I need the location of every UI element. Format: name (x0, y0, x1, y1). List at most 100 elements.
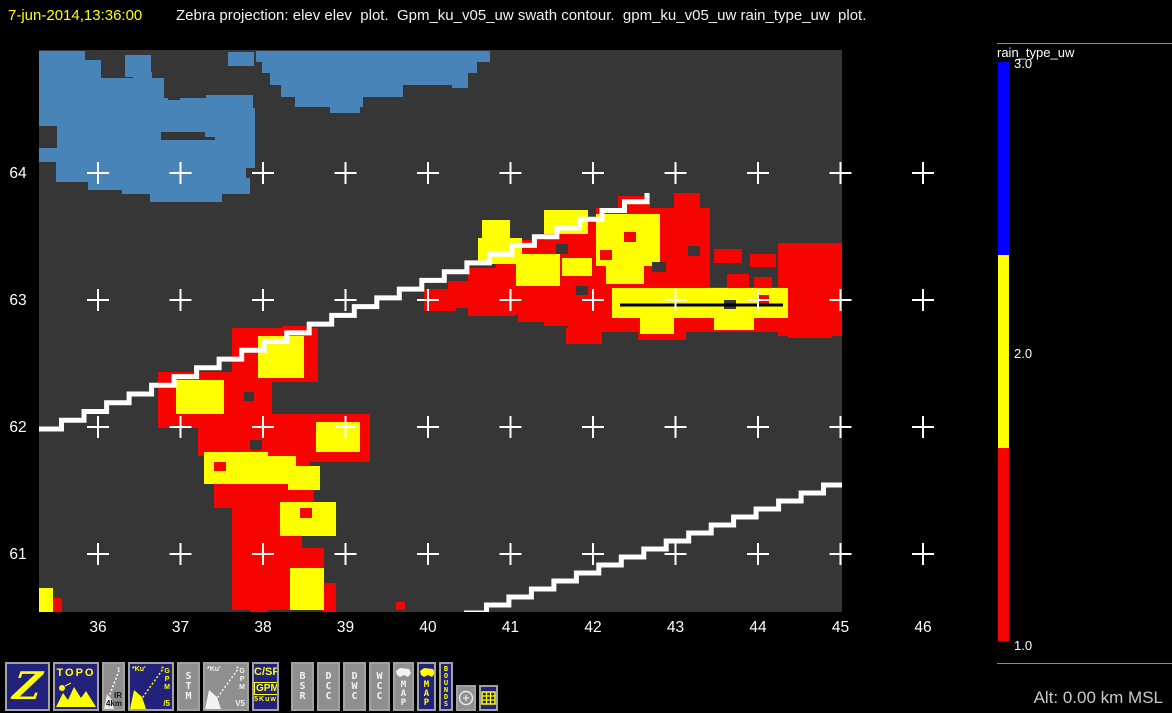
x-tick-label: 42 (584, 619, 601, 636)
blue-region (256, 51, 490, 62)
blue-region (215, 108, 255, 168)
blue-region (281, 84, 403, 97)
rain-red (566, 328, 602, 344)
y-tick-label: 64 (9, 165, 27, 182)
colorbar-value-label: 2.0 (1014, 346, 1033, 361)
svg-text:*: * (117, 667, 120, 674)
plot-title: Zebra projection: elev elev plot. Gpm_ku… (176, 7, 867, 24)
blue-holes (39, 126, 57, 148)
rain-yellow (478, 238, 522, 264)
ir-4km-label: IR 4km (105, 691, 122, 708)
usa-map-icon (396, 668, 411, 677)
x-tick-label: 43 (667, 619, 684, 636)
texture-red (214, 462, 226, 471)
svg-text:*: * (236, 665, 239, 674)
topo-button[interactable]: TOPO (53, 662, 99, 711)
mountain-icon (56, 682, 96, 707)
csf-label: C/SF (254, 666, 279, 678)
grid-cross-markers (87, 162, 934, 565)
blue-region (125, 55, 151, 77)
rain-yellow (516, 254, 560, 286)
colorbar-segment (998, 255, 1009, 448)
rain-red (322, 583, 336, 612)
target-circle-icon (458, 690, 474, 706)
texture-red (624, 232, 636, 242)
blue-region (270, 71, 456, 85)
rain-red (788, 330, 832, 338)
colorbar-top-rule (997, 43, 1172, 44)
blue-holes (152, 52, 226, 78)
grid-table-button[interactable] (479, 685, 498, 711)
rain-type-raster (39, 51, 842, 612)
texture-holes (244, 392, 254, 401)
y-tick-label: 61 (9, 546, 26, 563)
blue-region (262, 60, 477, 73)
rain-red (727, 274, 749, 290)
blue-region (330, 103, 360, 113)
usa-map-icon (420, 668, 434, 677)
colorbar-bottom-rule (997, 663, 1172, 664)
5kuw-label: 5Kuw (254, 696, 277, 703)
rain-yellow (240, 456, 296, 484)
rain-red (754, 277, 772, 290)
y-tick-label: 63 (9, 292, 26, 309)
x-tick-label: 39 (337, 619, 354, 636)
rain-red (396, 602, 405, 610)
texture-red (300, 508, 312, 518)
texture-holes (250, 440, 262, 450)
version-label: V5 (235, 699, 245, 708)
rain-red (750, 254, 776, 267)
rain-red (714, 249, 742, 263)
rain-yellow (562, 258, 592, 276)
gpm-label: GPM (254, 682, 279, 695)
swath-contour-line (39, 193, 650, 432)
x-tick-label: 44 (749, 619, 767, 636)
rain-yellow (606, 264, 644, 284)
texture-holes (688, 246, 700, 256)
x-tick-label: 46 (914, 619, 931, 636)
colorbar-segment (998, 448, 1009, 641)
rain-yellow (176, 380, 224, 414)
x-tick-label: 38 (254, 619, 271, 636)
texture-holes (556, 244, 568, 254)
colorbar-title: rain_type_uw (997, 45, 1075, 60)
texture-red (600, 250, 612, 260)
rain-red (250, 598, 268, 612)
rain-yellow (290, 568, 324, 610)
texture-holes (652, 262, 666, 272)
colorbar-value-label: 3.0 (1014, 56, 1033, 71)
rain-yellow (714, 314, 754, 330)
blue-region (155, 98, 213, 132)
blue-region (150, 188, 222, 202)
timestamp: 7-jun-2014,13:36:00 (8, 7, 143, 24)
zebra-logo-button[interactable]: Z (5, 662, 50, 711)
x-tick-label: 36 (89, 619, 106, 636)
csf-gpm-5kuw-button[interactable]: C/SF GPM 5Kuw (252, 662, 279, 711)
ir-4km-button[interactable]: * IR 4km (102, 662, 125, 711)
rain-yellow (640, 318, 674, 334)
pointer-circle-button[interactable] (456, 685, 476, 711)
satellite-beam-icon: * (205, 665, 239, 709)
blue-region (438, 57, 468, 77)
